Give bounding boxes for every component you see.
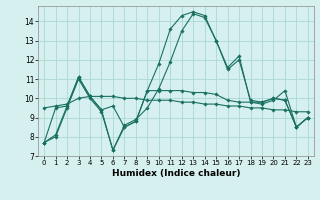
X-axis label: Humidex (Indice chaleur): Humidex (Indice chaleur) [112,169,240,178]
